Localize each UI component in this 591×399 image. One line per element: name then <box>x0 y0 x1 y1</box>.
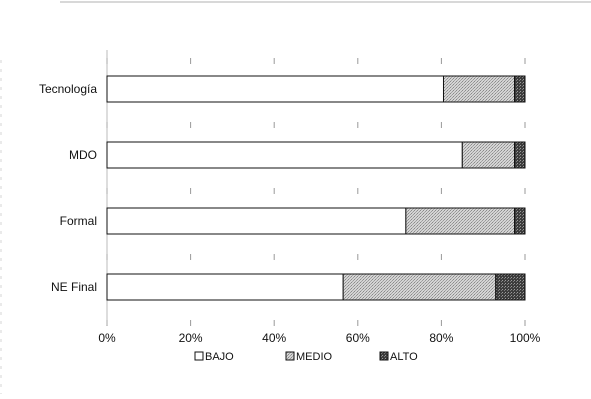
bar-segment-bajo-1 <box>106 141 463 169</box>
legend-swatch-bajo <box>194 351 204 361</box>
bar-segment-bajo-2 <box>106 207 407 235</box>
legend-swatch-medio <box>285 351 295 361</box>
x-tick-label: 80% <box>429 331 453 345</box>
x-tick-label: 60% <box>346 331 370 345</box>
bar-segment-medio-3 <box>342 273 497 301</box>
bar-segment-bajo-0 <box>106 75 444 103</box>
x-tick-label: 20% <box>179 331 203 345</box>
category-label: Formal <box>60 214 97 228</box>
legend-label-bajo: BAJO <box>205 351 234 363</box>
category-label: Tecnología <box>39 82 97 96</box>
legend-swatch-alto <box>379 351 389 361</box>
category-label: NE Final <box>51 280 97 294</box>
bar-segment-medio-0 <box>442 75 516 103</box>
x-tick-label: 40% <box>262 331 286 345</box>
bar-segment-medio-1 <box>461 141 516 169</box>
x-tick-label: 100% <box>510 331 541 345</box>
bar-segment-bajo-3 <box>106 273 344 301</box>
x-tick-label: 0% <box>98 331 116 345</box>
bar-segment-alto-1 <box>514 141 526 169</box>
bar-segment-alto-2 <box>514 207 526 235</box>
legend-label-medio: MEDIO <box>296 351 333 363</box>
bar-segment-alto-0 <box>514 75 526 103</box>
bar-segment-alto-3 <box>495 273 526 301</box>
category-label: MDO <box>69 148 97 162</box>
legend-label-alto: ALTO <box>390 351 418 363</box>
bar-segment-medio-2 <box>405 207 516 235</box>
